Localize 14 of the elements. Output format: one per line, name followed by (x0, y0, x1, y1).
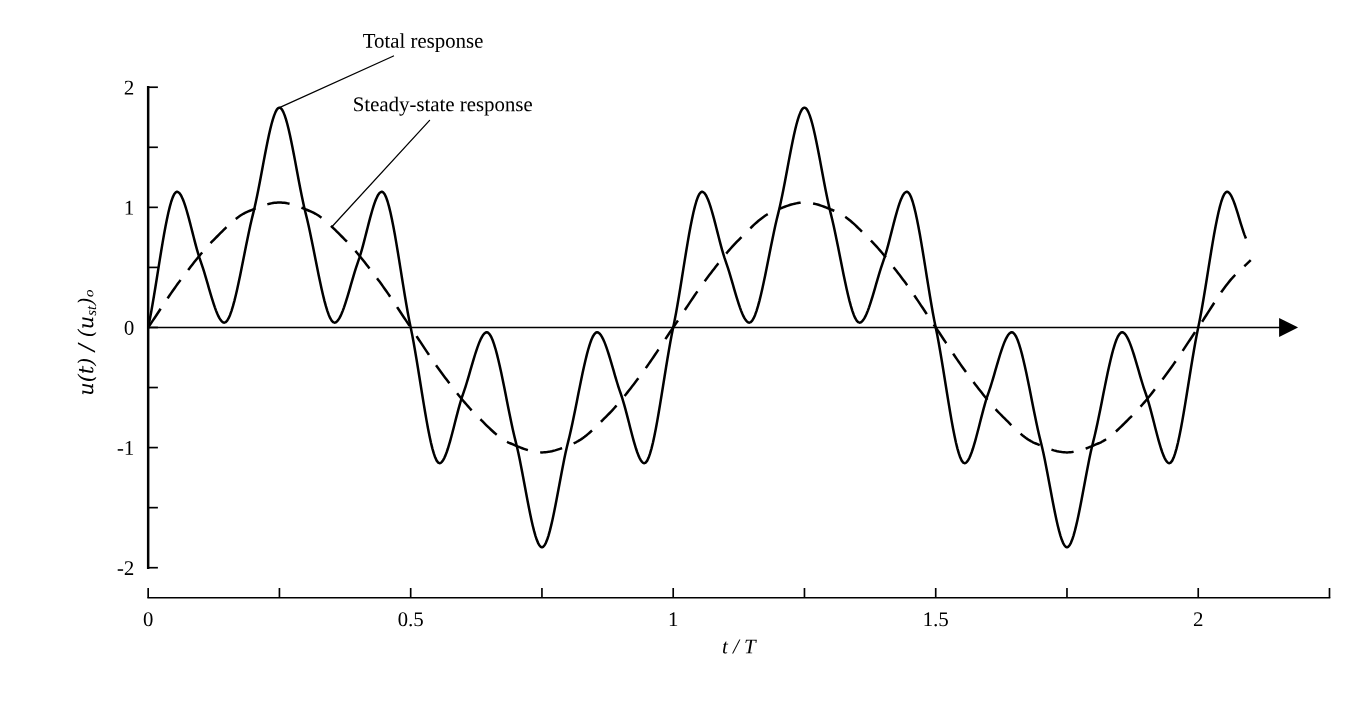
y-tick-label: -1 (117, 441, 134, 455)
y-axis-title: u(t) / (u$_{st}$)ₒ (77, 289, 97, 395)
x-tick-label: 1 (669, 612, 678, 627)
x-tick-label: 2 (1193, 612, 1203, 627)
x-tick-label: 0.5 (398, 612, 423, 627)
y-tick-label: -2 (117, 561, 134, 575)
text: Steady-state response (354, 96, 532, 116)
x-tick-label: 1.5 (924, 612, 948, 627)
text: Total response (363, 33, 483, 53)
y-tick-label: 0 (124, 320, 134, 335)
y-tick-label: 1 (125, 200, 134, 215)
x-axis-title: t / T (722, 639, 757, 654)
y-tick-label: 2 (124, 80, 134, 95)
x-tick-label: 0 (143, 612, 153, 627)
